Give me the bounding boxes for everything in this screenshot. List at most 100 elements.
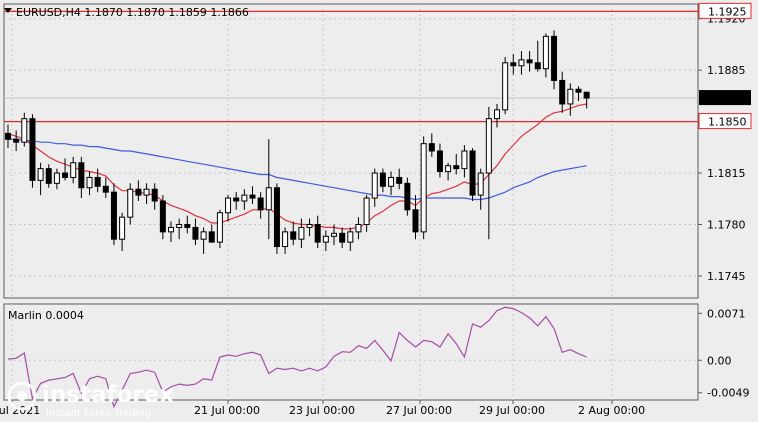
osc-tick-label: 0.00 — [707, 354, 732, 367]
candle — [461, 145, 468, 178]
resistance-price-label: 1.1925 — [708, 5, 747, 18]
candle — [151, 183, 158, 210]
candle-body-bear — [249, 194, 256, 199]
time-tick-label: 27 Jul 00:00 — [386, 404, 452, 417]
candle — [567, 83, 574, 116]
oscillator-line — [7, 306, 587, 409]
candle — [37, 162, 44, 196]
candle-body-bull — [567, 88, 574, 105]
candle-body-bear — [453, 165, 460, 170]
candle-body-bear — [151, 188, 158, 202]
candle — [168, 221, 174, 243]
candle-body-bull — [331, 232, 337, 237]
candle-body-bull — [388, 176, 395, 187]
candle — [534, 40, 541, 72]
candle — [78, 156, 85, 199]
candle — [13, 130, 20, 151]
candle-body-bull — [37, 168, 44, 181]
candle — [119, 212, 126, 251]
time-tick-label: 23 Jul 00:00 — [289, 404, 355, 417]
price-tick-label: 1.1745 — [707, 270, 746, 283]
grid — [4, 4, 698, 400]
candle — [371, 168, 378, 207]
candle — [184, 215, 191, 234]
candle — [551, 30, 558, 90]
current-price-label: 1.1866 — [708, 92, 747, 105]
candle — [339, 227, 346, 249]
time-tick-label: 21 Jul 00:00 — [194, 404, 260, 417]
candle — [216, 209, 223, 249]
candle-body-bear — [290, 231, 297, 240]
candle — [510, 53, 517, 75]
candle-body-bear — [102, 185, 109, 193]
watermark-tagline: Instant Forex Trading — [46, 408, 151, 419]
candle-body-bear — [339, 232, 346, 243]
candle-body-bull — [70, 162, 77, 178]
candle-body-bear — [78, 162, 85, 189]
candle — [477, 168, 484, 210]
candle — [583, 91, 590, 109]
candle-body-bear — [273, 187, 280, 248]
candle — [445, 162, 452, 181]
candle — [225, 195, 232, 222]
current-price-label-box — [699, 90, 751, 106]
candle — [388, 171, 395, 196]
triangle-down-icon[interactable] — [4, 8, 12, 13]
candle-body-bull — [371, 172, 378, 199]
candle-body-bear — [233, 197, 240, 202]
candle — [347, 227, 354, 251]
candle-body-bear — [94, 176, 101, 187]
candle-body-bull — [355, 224, 362, 233]
candle-body-bear — [469, 150, 476, 196]
resistance-price-label-box — [698, 2, 752, 19]
candle-body-bear — [559, 79, 566, 105]
candle-body-bear — [184, 224, 191, 228]
instaforex-watermark: instaforex Instant Forex Trading — [7, 381, 174, 419]
support-price-label-box — [698, 113, 752, 130]
time-tick-label: 2 Aug 00:00 — [578, 404, 645, 417]
price-tick-label: 1.1780 — [707, 219, 746, 232]
candle-body-bull — [200, 231, 207, 240]
candle — [290, 221, 297, 246]
candle-body-bull — [176, 224, 183, 228]
candle-body-bull — [445, 165, 452, 173]
candle-body-bear — [45, 168, 52, 184]
candle — [70, 156, 77, 184]
candle-body-bull — [363, 197, 370, 225]
candle-body-bear — [62, 172, 69, 178]
candle-body-bear — [404, 182, 411, 211]
candle — [428, 133, 435, 157]
price-panel[interactable] — [3, 3, 699, 299]
candle — [518, 51, 525, 75]
candle — [29, 114, 36, 188]
candle-body-bear — [412, 209, 419, 233]
candle — [331, 224, 337, 246]
candle — [559, 71, 566, 113]
osc-tick-label: -0.0049 — [707, 387, 749, 400]
candle — [412, 195, 419, 240]
candle-body-bull — [21, 118, 28, 143]
candle-body-bear — [5, 132, 11, 140]
indicator-title: Marlin 0.0004 — [8, 309, 84, 322]
watermark-brand: instaforex — [42, 382, 174, 408]
candle-body-bear — [159, 200, 166, 233]
candle — [208, 224, 215, 243]
candle — [86, 171, 93, 196]
candle — [273, 183, 280, 254]
candle-body-bull — [518, 59, 525, 67]
candle — [420, 136, 427, 240]
candle-body-bull — [225, 197, 232, 214]
candle — [249, 186, 256, 204]
candle-body-bull — [265, 187, 272, 211]
candle-body-bull — [86, 176, 93, 189]
candle — [363, 195, 370, 232]
candle — [94, 168, 101, 193]
candle-body-bull — [306, 224, 313, 228]
candle-body-bear — [575, 88, 582, 93]
candle-body-bull — [282, 231, 289, 248]
oscillator — [7, 306, 587, 409]
candle-body-bear — [436, 150, 443, 173]
candle — [143, 183, 150, 204]
candle-body-bull — [119, 216, 126, 240]
